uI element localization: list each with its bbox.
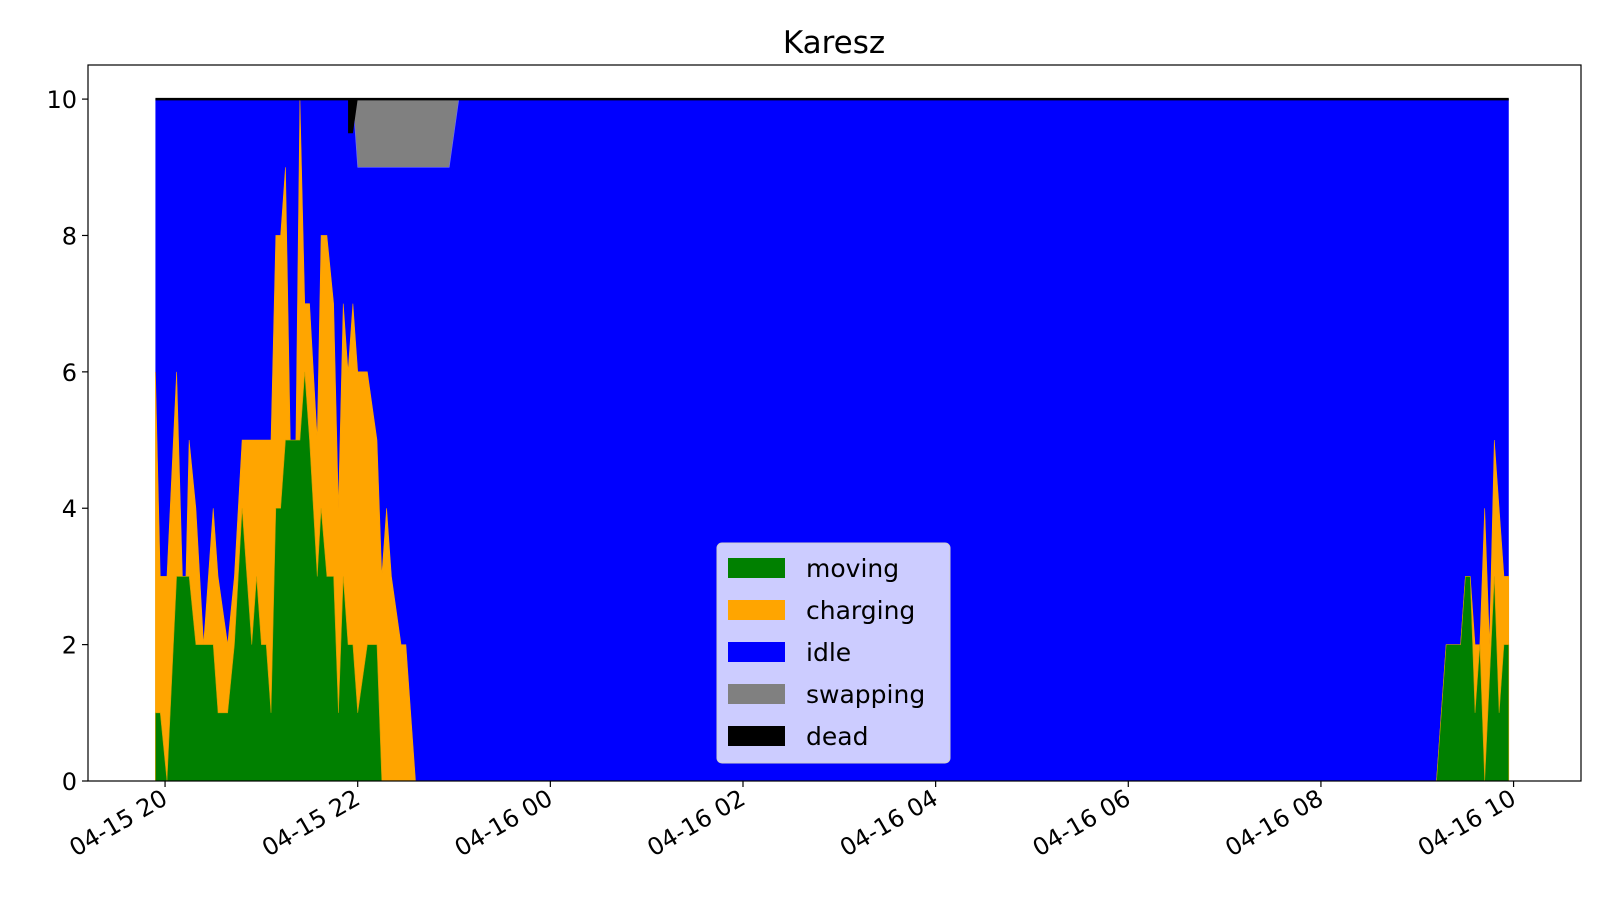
- legend-label-charging: charging: [806, 596, 915, 625]
- legend-box: [716, 542, 951, 764]
- x-tick-label: 04-16 04: [835, 784, 942, 862]
- legend-swatch-charging: [728, 600, 785, 620]
- y-tick-label: 2: [62, 632, 77, 660]
- area-moving: [155, 371, 1510, 782]
- legend: moving charging idle swapping dead: [716, 542, 951, 764]
- x-tick-label: 04-16 00: [450, 784, 557, 862]
- area-dead: [348, 99, 358, 134]
- legend-swatch-idle: [728, 642, 785, 662]
- x-tick-label: 04-15 22: [257, 784, 364, 862]
- y-axis: 0 2 4 6 8 10: [46, 86, 88, 796]
- x-tick-label: 04-15 20: [65, 784, 172, 862]
- plot-frame: [87, 64, 1582, 782]
- x-axis: 04-15 20 04-15 22 04-16 00 04-16 02 04-16 04…: [65, 781, 1521, 862]
- y-tick-label: 6: [62, 359, 77, 387]
- legend-swatch-swapping: [728, 684, 785, 704]
- x-tick-label: 04-16 08: [1220, 784, 1327, 862]
- legend-label-dead: dead: [806, 722, 868, 751]
- legend-label-idle: idle: [806, 638, 851, 667]
- legend-swatch-dead: [728, 726, 785, 746]
- legend-swatch-moving: [728, 558, 785, 578]
- y-tick-label: 0: [62, 768, 77, 796]
- x-tick-label: 04-16 02: [643, 784, 750, 862]
- legend-label-moving: moving: [806, 554, 899, 583]
- y-tick-label: 8: [62, 222, 77, 250]
- y-tick-label: 10: [46, 86, 77, 114]
- chart-title: Karesz: [783, 25, 885, 61]
- x-tick-label: 04-16 10: [1413, 784, 1520, 862]
- y-tick-label: 4: [62, 495, 77, 523]
- area-swapping: [352, 98, 460, 168]
- x-tick-label: 04-16 06: [1028, 784, 1135, 862]
- legend-label-swapping: swapping: [806, 680, 925, 709]
